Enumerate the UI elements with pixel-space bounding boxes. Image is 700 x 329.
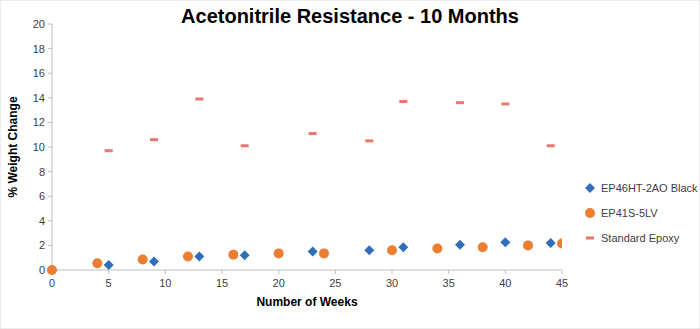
point bbox=[501, 102, 509, 105]
legend-marker bbox=[585, 208, 595, 218]
point bbox=[138, 255, 148, 265]
point bbox=[546, 238, 556, 248]
point bbox=[105, 149, 113, 152]
background bbox=[0, 0, 700, 329]
point bbox=[365, 139, 373, 142]
point bbox=[478, 242, 488, 252]
point bbox=[523, 240, 533, 250]
y-tick bbox=[48, 122, 52, 123]
point bbox=[274, 248, 284, 258]
y-tick bbox=[48, 196, 52, 197]
point bbox=[398, 242, 408, 252]
point bbox=[500, 237, 510, 247]
legend-marker bbox=[586, 237, 594, 240]
y-tick-label: 4 bbox=[39, 215, 45, 227]
point bbox=[150, 138, 158, 141]
x-tick bbox=[505, 270, 506, 274]
point bbox=[308, 247, 318, 257]
x-tick-label: 5 bbox=[106, 277, 112, 289]
point bbox=[194, 251, 204, 261]
y-axis-label: % Weight Change bbox=[6, 96, 20, 197]
y-tick-label: 12 bbox=[33, 116, 45, 128]
point bbox=[195, 98, 203, 101]
point bbox=[547, 144, 555, 147]
x-tick-label: 35 bbox=[443, 277, 455, 289]
y-tick bbox=[48, 73, 52, 74]
x-tick bbox=[278, 270, 279, 274]
x-tick bbox=[562, 270, 563, 274]
y-tick-label: 6 bbox=[39, 190, 45, 202]
point bbox=[183, 251, 193, 261]
point bbox=[456, 101, 464, 104]
y-tick-label: 2 bbox=[39, 239, 45, 251]
point bbox=[387, 245, 397, 255]
point bbox=[47, 265, 57, 275]
point bbox=[104, 260, 114, 270]
x-tick-label: 40 bbox=[499, 277, 511, 289]
legend-label: EP41S-5LV bbox=[601, 207, 658, 219]
x-tick bbox=[165, 270, 166, 274]
x-tick-label: 15 bbox=[216, 277, 228, 289]
legend-label: EP46HT-2AO Black bbox=[601, 182, 698, 194]
y-tick-label: 10 bbox=[33, 141, 45, 153]
x-tick-label: 30 bbox=[386, 277, 398, 289]
point bbox=[364, 245, 374, 255]
chart: Acetonitrile Resistance - 10 Months 0 5 10 1… bbox=[0, 0, 700, 329]
point bbox=[309, 132, 317, 135]
title: Acetonitrile Resistance - 10 Months bbox=[181, 5, 519, 27]
point bbox=[228, 250, 238, 260]
y-tick-label: 14 bbox=[33, 92, 45, 104]
x-tick-label: 25 bbox=[329, 277, 341, 289]
x-tick bbox=[108, 270, 109, 274]
point bbox=[557, 239, 562, 249]
point bbox=[399, 100, 407, 103]
x-tick bbox=[448, 270, 449, 274]
x-axis-label: Number of Weeks bbox=[256, 295, 357, 309]
x-axis bbox=[52, 270, 562, 271]
legend-marker bbox=[585, 183, 595, 193]
x-tick-label: 10 bbox=[159, 277, 171, 289]
y-tick-label: 0 bbox=[39, 264, 45, 276]
point bbox=[319, 248, 329, 258]
y-tick-label: 16 bbox=[33, 67, 45, 79]
point bbox=[92, 258, 102, 268]
x-tick-label: 45 bbox=[556, 277, 568, 289]
y-tick-label: 8 bbox=[39, 166, 45, 178]
x-tick-label: 0 bbox=[49, 277, 55, 289]
point bbox=[47, 265, 57, 275]
y-tick bbox=[48, 147, 52, 148]
plot-marks bbox=[47, 98, 562, 275]
y-tick bbox=[48, 171, 52, 172]
point bbox=[241, 144, 249, 147]
y-tick bbox=[48, 97, 52, 98]
y-tick bbox=[48, 24, 52, 25]
y-tick bbox=[48, 48, 52, 49]
y-tick-label: 20 bbox=[33, 18, 45, 30]
point bbox=[149, 256, 159, 266]
point bbox=[432, 243, 442, 253]
y-tick bbox=[48, 245, 52, 246]
point bbox=[455, 240, 465, 250]
y-tick-label: 18 bbox=[33, 43, 45, 55]
x-tick bbox=[335, 270, 336, 274]
x-tick-label: 20 bbox=[273, 277, 285, 289]
legend-label: Standard Epoxy bbox=[601, 232, 680, 244]
y-tick bbox=[48, 220, 52, 221]
x-tick bbox=[392, 270, 393, 274]
point bbox=[240, 250, 250, 260]
x-tick bbox=[222, 270, 223, 274]
